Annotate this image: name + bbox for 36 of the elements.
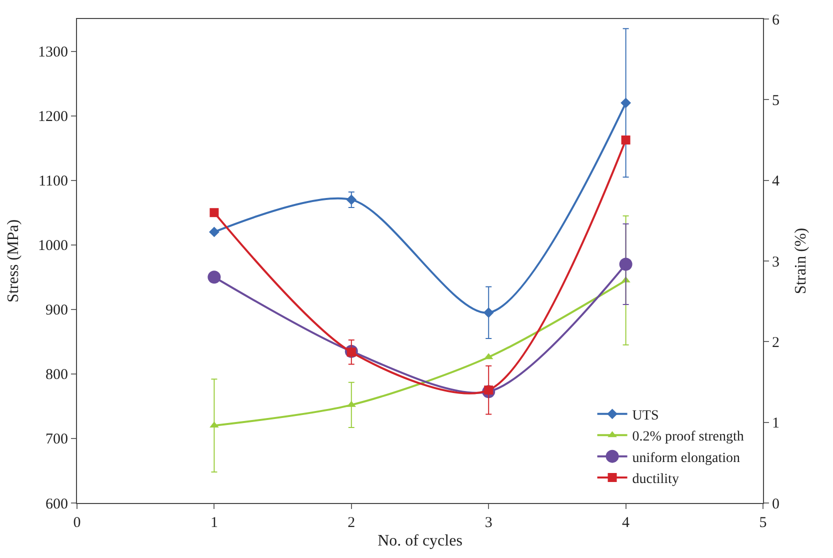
y-axis-title: Stress (MPa) — [4, 219, 22, 303]
legend-label: 0.2% proof strength — [632, 430, 744, 445]
legend-label: uniform elongation — [632, 450, 740, 466]
point — [210, 208, 219, 218]
y-tick-label: 1100 — [38, 174, 68, 190]
point — [208, 270, 221, 284]
y2-tick-label: 2 — [772, 334, 780, 351]
point — [621, 136, 630, 144]
point — [620, 98, 631, 108]
y2-tick-label: 3 — [772, 254, 780, 270]
x-tick-label: 0 — [73, 515, 81, 531]
y-tick-label: 1000 — [38, 238, 68, 254]
y2-tick-label: 6 — [772, 12, 780, 28]
point — [619, 258, 632, 271]
y2-tick-label: 5 — [772, 92, 780, 109]
point — [483, 307, 494, 318]
point — [346, 194, 357, 205]
legend-label: ductility — [632, 472, 679, 487]
y-tick-label: 700 — [46, 432, 68, 448]
y-tick-label: 1200 — [38, 109, 68, 126]
x-tick-label: 1 — [210, 515, 218, 531]
y-tick-label: 900 — [46, 302, 68, 319]
x-tick-label: 2 — [348, 515, 356, 531]
x-tick-label: 5 — [759, 515, 767, 531]
y2-tick-label: 1 — [772, 416, 780, 432]
legend-label: UTS — [632, 408, 659, 424]
y2-axis-title: Strain (%) — [792, 228, 810, 294]
x-tick-label: 4 — [622, 515, 630, 531]
y2-tick-label: 0 — [772, 496, 780, 512]
y-tick-label: 1300 — [38, 44, 68, 61]
y-tick-label: 600 — [46, 496, 68, 512]
y2-tick-label: 4 — [772, 174, 780, 190]
y-tick-label: 800 — [46, 367, 68, 384]
x-axis-title: No. of cycles — [378, 532, 462, 550]
point — [209, 226, 220, 238]
x-tick-label: 3 — [484, 515, 492, 531]
